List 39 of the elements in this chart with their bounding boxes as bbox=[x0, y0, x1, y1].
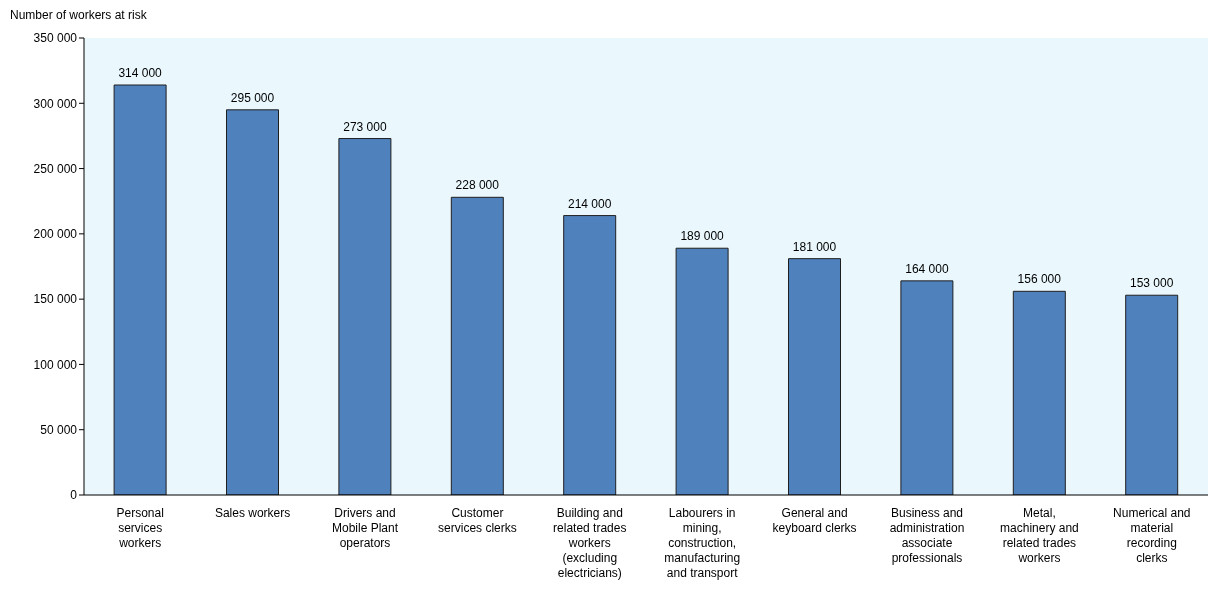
bar bbox=[788, 258, 841, 495]
y-tick-label: 350 000 bbox=[33, 31, 78, 46]
data-label: 214 000 bbox=[568, 196, 612, 211]
x-tick-label: Building and related trades workers (excluding electricians) bbox=[553, 506, 627, 580]
y-tick-label: 0 bbox=[70, 488, 78, 503]
x-tick-label: Labourers in mining, construction, manufacturing and transport bbox=[664, 506, 741, 580]
data-label: 181 000 bbox=[792, 239, 837, 254]
bar bbox=[113, 84, 167, 495]
bar bbox=[675, 247, 729, 495]
x-tick-label: Metal, machinery and related trades workers bbox=[1000, 506, 1079, 565]
data-label: 164 000 bbox=[905, 261, 949, 276]
bar bbox=[1012, 290, 1066, 495]
bar bbox=[900, 280, 954, 495]
x-tick-label: Business and administration associate professionals bbox=[889, 506, 965, 565]
y-tick-label: 50 000 bbox=[40, 422, 78, 437]
x-tick-label: Drivers and Mobile Plant operators bbox=[331, 506, 399, 550]
x-tick-label: General and keyboard clerks bbox=[772, 506, 857, 535]
x-tick-label: Customer services clerks bbox=[438, 506, 517, 535]
bar bbox=[450, 196, 504, 495]
x-tick-label: Sales workers bbox=[214, 506, 291, 520]
y-tick-label: 300 000 bbox=[33, 96, 78, 111]
data-label: 273 000 bbox=[343, 119, 387, 134]
x-tick-label: Numerical and material recording clerks bbox=[1113, 506, 1191, 565]
data-label: 295 000 bbox=[230, 90, 275, 105]
bar bbox=[338, 138, 392, 495]
data-label: 314 000 bbox=[118, 66, 163, 81]
bar bbox=[563, 215, 617, 495]
x-tick-label: Personal services workers bbox=[116, 506, 164, 550]
y-tick-label: 100 000 bbox=[33, 357, 78, 372]
data-label: 156 000 bbox=[1017, 272, 1062, 287]
bar bbox=[1125, 294, 1179, 495]
y-axis-title: Number of workers at risk bbox=[9, 8, 148, 24]
y-tick-label: 200 000 bbox=[33, 227, 78, 242]
y-tick-label: 250 000 bbox=[33, 161, 78, 176]
data-label: 153 000 bbox=[1130, 276, 1174, 291]
y-tick-label: 150 000 bbox=[33, 292, 78, 307]
data-label: 228 000 bbox=[455, 178, 500, 193]
data-label: 189 000 bbox=[680, 229, 725, 244]
bar bbox=[226, 109, 279, 495]
